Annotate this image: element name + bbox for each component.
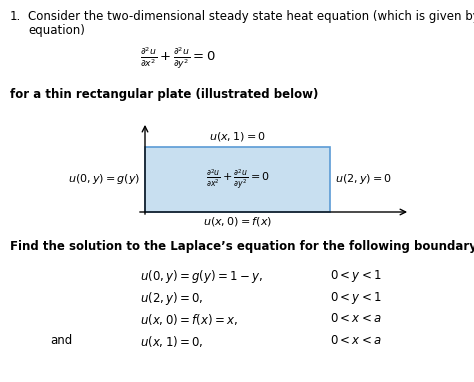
Text: for a thin rectangular plate (illustrated below): for a thin rectangular plate (illustrate… [10, 88, 319, 101]
Text: and: and [50, 334, 72, 347]
Text: $\frac{\partial^2 u}{\partial x^2}+\frac{\partial^2 u}{\partial y^2}=0$: $\frac{\partial^2 u}{\partial x^2}+\frac… [206, 167, 269, 191]
Text: $0 < x < a$: $0 < x < a$ [330, 334, 382, 347]
Text: $0 < x < a$: $0 < x < a$ [330, 312, 382, 325]
Text: Find the solution to the Laplace’s equation for the following boundary condition: Find the solution to the Laplace’s equat… [10, 240, 474, 253]
Text: $u(x, 1) = 0$: $u(x, 1) = 0$ [209, 130, 266, 143]
Text: $u(x, 0) = f(x)$: $u(x, 0) = f(x)$ [203, 215, 272, 228]
Text: $u(0, y) = g(y)$: $u(0, y) = g(y)$ [68, 172, 140, 186]
Text: $u(0, y) = g(y) = 1 - y,$: $u(0, y) = g(y) = 1 - y,$ [140, 268, 263, 285]
Text: $u(x, 1) = 0,$: $u(x, 1) = 0,$ [140, 334, 204, 349]
Text: $u(2, y) = 0,$: $u(2, y) = 0,$ [140, 290, 204, 307]
Text: Consider the two-dimensional steady state heat equation (which is given by the L: Consider the two-dimensional steady stat… [28, 10, 474, 23]
Text: $0 < y < 1$: $0 < y < 1$ [330, 290, 382, 306]
Text: $u(x, 0) = f(x) = x,$: $u(x, 0) = f(x) = x,$ [140, 312, 238, 327]
Text: equation): equation) [28, 24, 85, 37]
Text: $u(2, y) = 0$: $u(2, y) = 0$ [335, 172, 392, 186]
Text: $0 < y < 1$: $0 < y < 1$ [330, 268, 382, 284]
Text: $\frac{\partial^2 u}{\partial x^2}+\frac{\partial^2 u}{\partial y^2}=0$: $\frac{\partial^2 u}{\partial x^2}+\frac… [140, 45, 216, 71]
Bar [145, 147, 330, 212]
Text: 1.: 1. [10, 10, 21, 23]
